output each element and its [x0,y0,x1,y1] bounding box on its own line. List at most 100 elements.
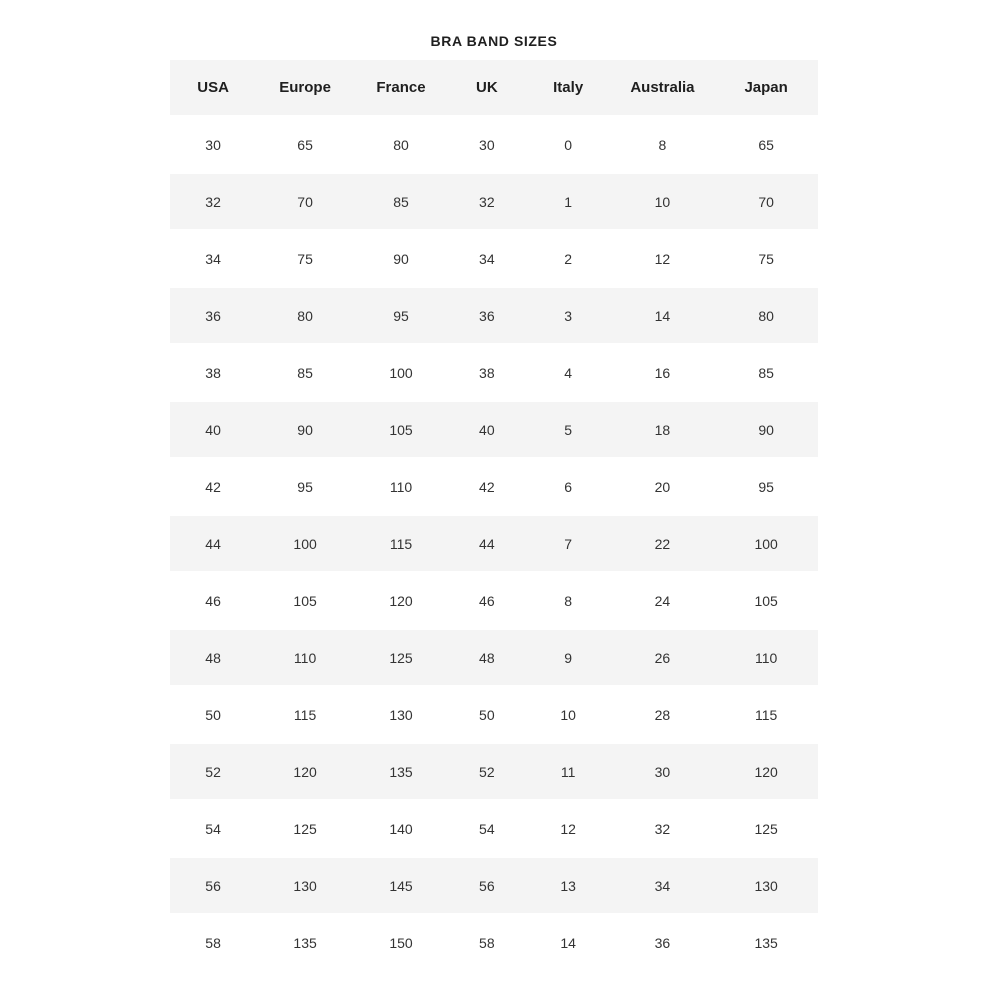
column-header-uk: UK [447,60,526,115]
table-row: 46 105 120 46 8 24 105 [170,573,818,628]
table-cell-australia: 16 [654,364,671,381]
table-cell-france: 145 [354,858,448,913]
table-cell-uk: 42 [479,478,495,495]
table-cell-usa: 56 [170,858,257,913]
table-cell-usa: 30 [205,136,221,153]
table-cell-australia: 14 [610,288,715,343]
table-cell-italy: 11 [525,744,611,799]
table-cell-france: 150 [389,934,413,951]
table-cell-uk: 44 [447,516,526,571]
header-row: USA Europe France UK Italy Australia Japan [170,60,818,115]
table-cell-europe: 125 [293,820,317,837]
table-cell-italy: 2 [564,250,573,267]
table-cell-italy: 10 [560,706,576,723]
table-cell-uk: 56 [447,858,526,913]
table-cell-france: 135 [354,744,448,799]
table-cell-italy: 3 [525,288,611,343]
table-row: 50 115 130 50 10 28 115 [170,687,818,742]
column-header-usa: USA [170,60,257,115]
table-cell-italy: 6 [564,478,573,495]
table-cell-europe: 85 [297,364,313,381]
table-cell-uk: 48 [447,630,526,685]
column-header-europe: Europe [256,60,355,115]
table-cell-japan: 75 [758,250,774,267]
table-cell-japan: 130 [714,858,818,913]
table-cell-australia: 30 [610,744,715,799]
table-cell-usa: 48 [170,630,257,685]
table-cell-uk: 50 [479,706,495,723]
table-cell-europe: 100 [256,516,355,571]
table-cell-europe: 115 [293,706,317,723]
table-cell-usa: 50 [205,706,221,723]
table-row: 34 75 90 34 2 12 75 [170,231,818,286]
column-header-france: France [354,60,448,115]
table-cell-usa: 54 [205,820,221,837]
table-cell-japan: 125 [754,820,778,837]
table-row: 44 100 115 44 7 22 100 [170,516,818,571]
table-header: USA Europe France UK Italy Australia Japan [170,60,818,115]
table-cell-usa: 36 [170,288,257,343]
table-cell-australia: 32 [654,820,671,837]
table-cell-uk: 34 [479,250,495,267]
table-cell-europe: 120 [256,744,355,799]
table-cell-uk: 54 [479,820,495,837]
table-cell-europe: 95 [297,478,313,495]
table-body: 30 65 80 30 0 8 65 32 70 85 32 1 10 70 34 75 90 34 2 12 75 36… [170,117,818,970]
table-row: 30 65 80 30 0 8 65 [170,117,818,172]
table-cell-italy: 7 [525,516,611,571]
table-cell-france: 85 [354,174,448,229]
table-cell-france: 95 [354,288,448,343]
size-chart: BRA BAND SIZES USA Europe France UK Italy Aus… [170,0,818,972]
table-cell-usa: 58 [205,934,221,951]
table-cell-france: 105 [354,402,448,457]
column-header-australia: Australia [610,60,715,115]
table-cell-usa: 38 [205,364,221,381]
table-cell-uk: 46 [479,592,495,609]
table-cell-usa: 44 [170,516,257,571]
table-cell-australia: 26 [610,630,715,685]
table-row: 58 135 150 58 14 36 135 [170,915,818,970]
table-cell-france: 90 [393,250,409,267]
table-cell-uk: 58 [479,934,495,951]
column-header-japan: Japan [714,60,818,115]
table-row: 40 90 105 40 5 18 90 [170,402,818,457]
table-cell-uk: 38 [479,364,495,381]
table-row: 48 110 125 48 9 26 110 [170,630,818,685]
table-cell-europe: 90 [256,402,355,457]
table-cell-uk: 30 [479,136,495,153]
table-row: 56 130 145 56 13 34 130 [170,858,818,913]
table-cell-usa: 52 [170,744,257,799]
table-cell-europe: 110 [256,630,355,685]
table-cell-italy: 1 [525,174,611,229]
table-cell-japan: 80 [714,288,818,343]
table-row: 42 95 110 42 6 20 95 [170,459,818,514]
table-cell-uk: 36 [447,288,526,343]
table-row: 38 85 100 38 4 16 85 [170,345,818,400]
table-cell-uk: 40 [447,402,526,457]
table-cell-australia: 10 [610,174,715,229]
table-cell-france: 125 [354,630,448,685]
table-cell-france: 130 [389,706,413,723]
table-cell-europe: 105 [293,592,317,609]
table-cell-australia: 22 [610,516,715,571]
table-cell-australia: 24 [654,592,671,609]
table-cell-japan: 70 [714,174,818,229]
table-cell-italy: 5 [525,402,611,457]
table-cell-usa: 32 [170,174,257,229]
table-cell-australia: 8 [658,136,667,153]
table-cell-usa: 40 [170,402,257,457]
table-row: 52 120 135 52 11 30 120 [170,744,818,799]
table-cell-uk: 52 [447,744,526,799]
table-cell-australia: 34 [610,858,715,913]
table-cell-japan: 120 [714,744,818,799]
table-cell-italy: 13 [525,858,611,913]
table-cell-europe: 135 [293,934,317,951]
table-cell-japan: 115 [754,706,778,723]
table-cell-europe: 130 [256,858,355,913]
bra-band-sizes-table: USA Europe France UK Italy Australia Japan 30 6… [170,58,818,972]
table-cell-australia: 12 [654,250,671,267]
table-cell-italy: 8 [564,592,573,609]
table-cell-europe: 65 [297,136,313,153]
table-cell-australia: 36 [654,934,671,951]
table-cell-japan: 110 [714,630,818,685]
